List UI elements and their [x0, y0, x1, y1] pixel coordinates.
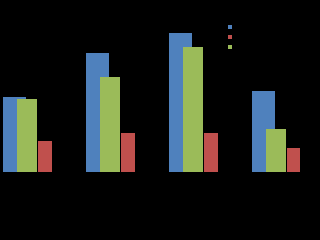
legend-marker — [228, 35, 232, 39]
legend-marker — [228, 25, 232, 29]
chart — [3, 25, 300, 172]
page: (() => { const data = JSON.parse(documen… — [3, 25, 300, 172]
bar — [204, 133, 218, 172]
bar — [121, 133, 135, 172]
bar — [183, 47, 203, 172]
bar — [17, 99, 37, 172]
legend-marker — [228, 45, 232, 49]
bar — [266, 129, 286, 172]
bar — [287, 148, 300, 172]
bar — [38, 141, 52, 172]
bar — [100, 77, 120, 172]
